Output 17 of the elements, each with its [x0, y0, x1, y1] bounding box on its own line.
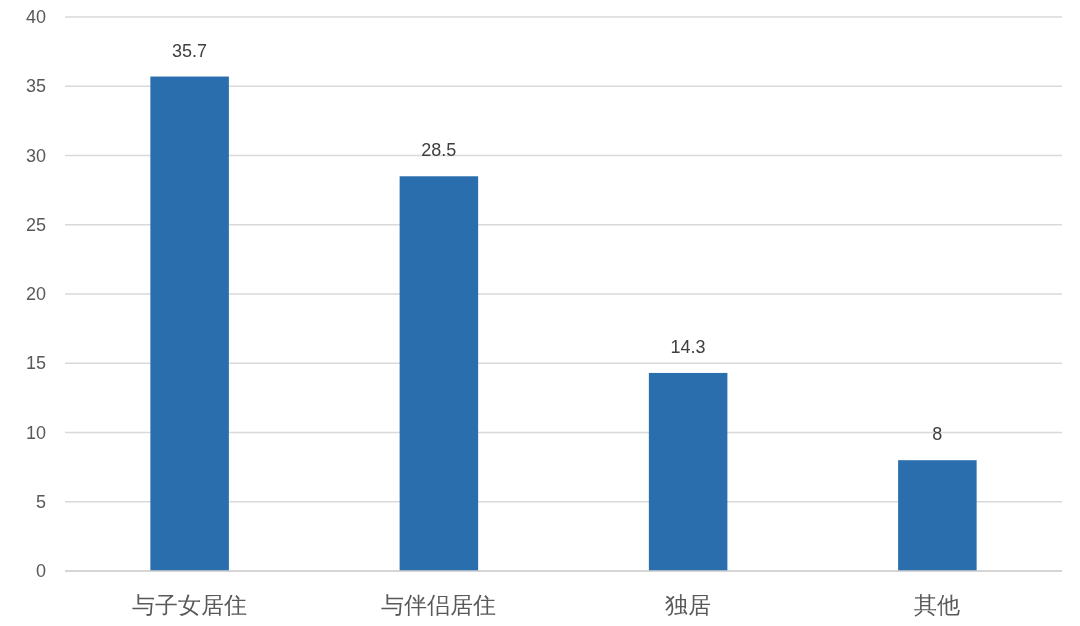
x-tick-label: 其他 — [914, 592, 961, 618]
data-label: 14.3 — [670, 336, 706, 357]
y-tick-label: 5 — [35, 491, 46, 512]
y-tick-label: 10 — [25, 422, 46, 443]
x-tick-label: 与子女居住 — [132, 592, 248, 618]
y-tick-label: 20 — [25, 284, 46, 304]
data-label: 35.7 — [172, 40, 208, 61]
y-tick-label: 30 — [25, 145, 46, 166]
y-tick-label: 25 — [25, 214, 46, 235]
data-label: 28.5 — [421, 140, 457, 161]
y-tick-label: 0 — [35, 561, 46, 581]
data-label: 8 — [932, 424, 943, 445]
y-tick-label: 15 — [25, 353, 46, 374]
x-tick-label: 独居 — [665, 592, 712, 618]
x-tick-label: 与伴侣居住 — [381, 592, 497, 618]
y-tick-label: 35 — [25, 76, 46, 97]
y-tick-label: 40 — [25, 7, 46, 27]
